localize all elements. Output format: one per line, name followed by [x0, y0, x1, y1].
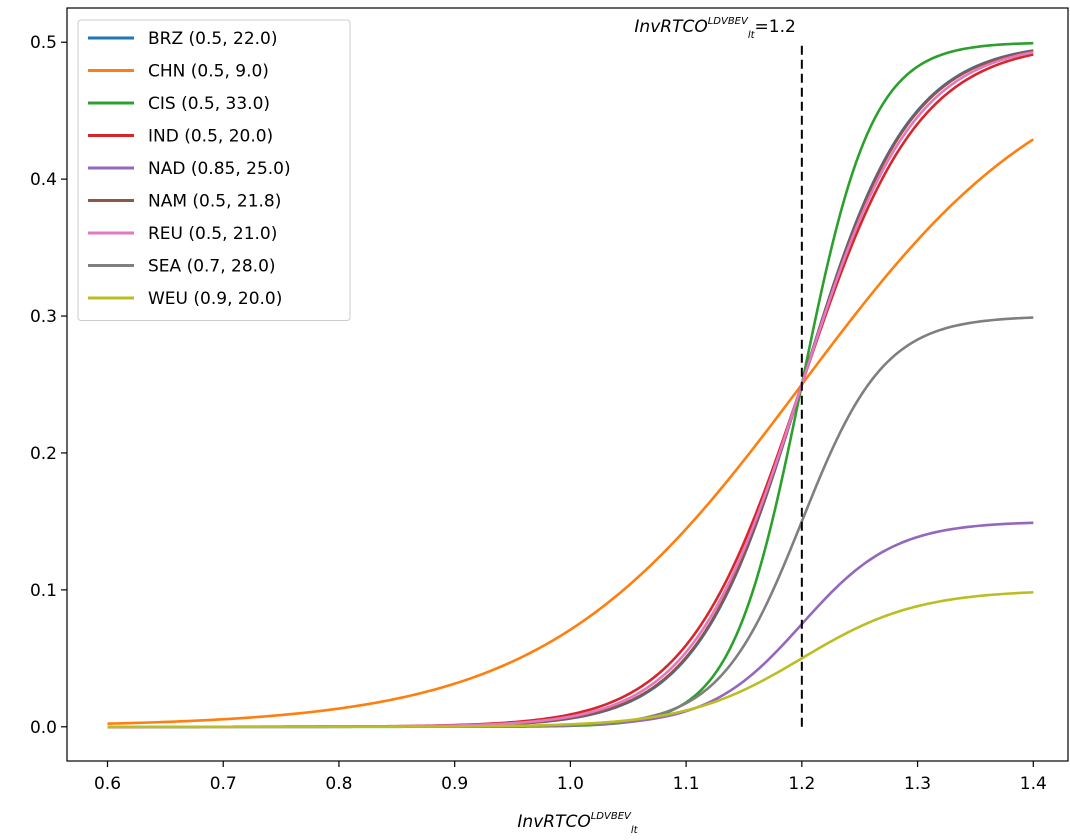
threshold-label-main: InvRTCO [634, 17, 707, 37]
x-tick-label: 1.4 [1020, 774, 1047, 794]
x-tick-label: 0.8 [325, 774, 352, 794]
threshold-label-value: =1.2 [755, 17, 796, 37]
legend-box [77, 19, 351, 321]
threshold-label-sup: LDVBEV [708, 16, 749, 27]
y-tick-label: 0.3 [30, 307, 57, 327]
y-ticks: 0.0 0.1 0.2 0.3 0.4 0.5 [30, 33, 67, 738]
threshold-label: InvRTCOLDVBEV lt=1.2 [634, 16, 795, 41]
plot-frame [66, 7, 1069, 762]
series-layer [107, 41, 1034, 729]
y-tick-label: 0.2 [30, 444, 57, 464]
y-tick-label: 0.0 [30, 718, 57, 738]
legend-label: REU (0.5, 21.0) [148, 224, 277, 244]
x-tick-label: 1.0 [557, 774, 584, 794]
legend-label: CHN (0.5, 9.0) [148, 62, 269, 82]
x-tick-label: 0.7 [210, 774, 237, 794]
x-tick-label: 1.1 [673, 774, 700, 794]
threshold-label-sub: lt [748, 30, 756, 41]
y-tick-label: 0.4 [30, 170, 57, 190]
x-ticks: 0.6 0.7 0.8 0.9 1.0 1.1 1.2 1.3 1.4 [94, 761, 1047, 794]
x-tick-label: 1.3 [904, 774, 931, 794]
x-axis-label-sub: lt [631, 825, 639, 836]
series-line [107, 591, 1034, 729]
x-axis-label: InvRTCOLDVBEV lt [517, 811, 638, 836]
y-tick-label: 0.5 [30, 33, 57, 53]
legend-label: BRZ (0.5, 22.0) [148, 29, 277, 49]
x-tick-label: 1.2 [788, 774, 815, 794]
legend-label: NAM (0.5, 21.8) [148, 192, 281, 212]
legend-label: SEA (0.7, 28.0) [148, 257, 276, 277]
x-tick-label: 0.9 [441, 774, 468, 794]
series-line [107, 138, 1034, 725]
legend-items: BRZ (0.5, 22.0) CHN (0.5, 9.0) CIS (0.5, 3… [88, 29, 291, 309]
legend-label: IND (0.5, 20.0) [148, 127, 273, 147]
axes-layer [66, 7, 1069, 762]
legend-label: NAD (0.85, 25.0) [148, 159, 291, 179]
x-axis-label-sup: LDVBEV [591, 811, 632, 822]
legend-label: CIS (0.5, 33.0) [148, 94, 270, 114]
x-tick-label: 0.6 [94, 774, 121, 794]
annotation-layer: InvRTCOLDVBEV lt=1.2 [634, 16, 803, 727]
x-axis-label-main: InvRTCO [517, 812, 590, 832]
y-tick-label: 0.1 [30, 581, 57, 601]
legend: BRZ (0.5, 22.0) CHN (0.5, 9.0) CIS (0.5, 3… [77, 19, 351, 321]
legend-label: WEU (0.9, 20.0) [148, 289, 282, 309]
